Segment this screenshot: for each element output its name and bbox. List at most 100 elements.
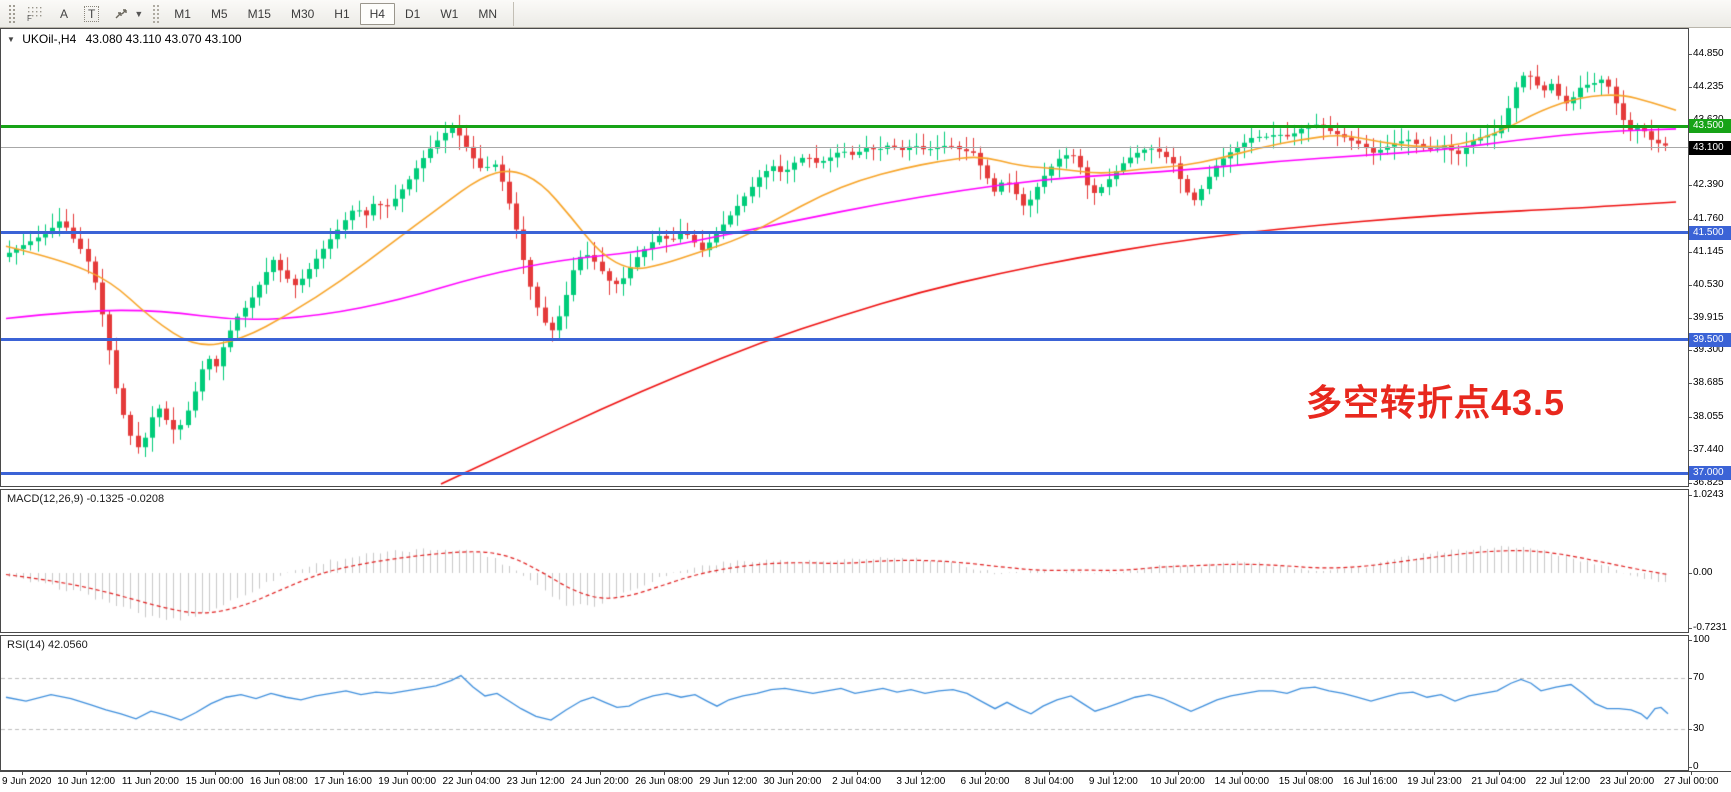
toolbar: F A T ▼ M1 M5 M15 M30 H1 H4 D1 W1 MN: [0, 0, 1731, 28]
price-tick-42.390: 42.390: [1689, 179, 1731, 191]
rsi-tick-30: 30: [1689, 723, 1731, 735]
time-axis[interactable]: 9 Jun 2020 10 Jun 12:00 11 Jun 20:00 15 Jun…: [0, 771, 1731, 792]
chart-text-annotation[interactable]: 多空转折点43.5: [1306, 382, 1566, 423]
time-tick: [857, 772, 858, 775]
price-tick-44.235: 44.235: [1689, 81, 1731, 93]
text-box-tool-button[interactable]: T: [78, 3, 105, 25]
time-label-6: 19 Jun 00:00: [378, 776, 437, 787]
hline-37.000[interactable]: [1, 471, 1688, 475]
dropdown-caret-icon[interactable]: ▼: [134, 8, 144, 19]
time-tick: [407, 772, 408, 775]
price-label-37.000: 37.000: [1689, 466, 1731, 481]
time-label-12: 30 Jun 20:00: [763, 776, 822, 787]
time-label-25: 23 Jul 20:00: [1599, 776, 1655, 787]
time-tick: [471, 772, 472, 775]
time-label-23: 21 Jul 04:00: [1471, 776, 1526, 787]
timeframe-button-h1[interactable]: H1: [324, 3, 359, 25]
time-tick: [215, 772, 216, 775]
time-tick: [1242, 772, 1243, 775]
time-tick: [985, 772, 986, 775]
price-tick-38.055: 38.055: [1689, 411, 1731, 423]
time-label-16: 8 Jul 04:00: [1024, 776, 1074, 787]
time-label-14: 3 Jul 12:00: [896, 776, 946, 787]
hline-39.500[interactable]: [1, 338, 1688, 342]
time-label-21: 16 Jul 16:00: [1342, 776, 1398, 787]
rsi-canvas[interactable]: [1, 636, 1688, 770]
time-tick: [921, 772, 922, 775]
time-label-18: 10 Jul 20:00: [1150, 776, 1205, 787]
time-tick: [1113, 772, 1114, 775]
macd-label: MACD(12,26,9) -0.1325 -0.0208: [7, 493, 165, 505]
price-axis[interactable]: 44.85044.23543.62043.00542.39041.76041.1…: [1689, 28, 1731, 489]
toolbar-divider: [513, 1, 514, 26]
svg-text:F: F: [27, 14, 32, 22]
macd-tick-1.0243: 1.0243: [1689, 489, 1731, 501]
timeframe-button-d1[interactable]: D1: [395, 3, 430, 25]
time-tick: [1178, 772, 1179, 775]
timeframe-button-m30[interactable]: M30: [281, 3, 324, 25]
time-tick: [664, 772, 665, 775]
price-tick-39.300: 39.300: [1689, 344, 1731, 356]
hline-43.500[interactable]: [1, 124, 1688, 128]
main-chart-canvas[interactable]: [1, 29, 1688, 486]
time-tick: [343, 772, 344, 775]
time-label-2: 11 Jun 20:00: [121, 776, 179, 787]
rsi-tick-70: 70: [1689, 672, 1731, 684]
timeframe-button-group: M1 M5 M15 M30 H1 H4 D1 W1 MN: [164, 2, 507, 25]
time-label-7: 22 Jun 04:00: [442, 776, 501, 787]
arrange-arrows-button[interactable]: [107, 3, 135, 25]
chart-title: ▼ UKOil-,H4 43.080 43.110 43.070 43.100: [7, 32, 242, 46]
time-label-13: 2 Jul 04:00: [832, 776, 882, 787]
timeframe-button-mn[interactable]: MN: [468, 3, 507, 25]
time-tick: [600, 772, 601, 775]
time-tick: [1499, 772, 1500, 775]
toolbar-grip[interactable]: [8, 3, 15, 24]
time-label-24: 22 Jul 12:00: [1535, 776, 1591, 787]
timeframe-button-h4[interactable]: H4: [359, 2, 395, 25]
macd-canvas[interactable]: [1, 490, 1688, 632]
time-tick: [792, 772, 793, 775]
time-label-26: 27 Jul 00:00: [1663, 776, 1719, 787]
time-tick: [1434, 772, 1435, 775]
text-label-tool-button[interactable]: A: [52, 3, 76, 25]
text-box-tool-label: T: [84, 5, 100, 22]
rsi-tick-100: 100: [1689, 634, 1731, 646]
time-tick: [536, 772, 537, 775]
time-tick: [86, 772, 87, 775]
hline-43.100[interactable]: [1, 147, 1688, 149]
grid-f-icon: F: [27, 6, 42, 22]
time-label-3: 15 Jun 00:00: [185, 776, 244, 787]
time-label-1: 10 Jun 12:00: [57, 776, 116, 787]
time-label-10: 26 Jun 08:00: [635, 776, 693, 787]
macd-axis[interactable]: 1.0243 0.00 -0.7231: [1689, 489, 1731, 633]
time-tick: [279, 772, 280, 775]
time-label-9: 24 Jun 20:00: [570, 776, 629, 787]
timeframe-button-w1[interactable]: W1: [430, 3, 468, 25]
snap-grid-icon[interactable]: F: [20, 3, 50, 25]
price-tick-38.685: 38.685: [1689, 377, 1731, 389]
chart-menu-triangle-icon[interactable]: ▼: [7, 35, 15, 44]
time-tick: [728, 772, 729, 775]
timeframe-button-m15[interactable]: M15: [238, 3, 281, 25]
rsi-panel: [0, 635, 1689, 771]
macd-tick--0.7231: -0.7231: [1689, 622, 1731, 634]
time-tick: [150, 772, 151, 775]
time-tick: [1306, 772, 1307, 775]
cascade-arrows-icon: [115, 8, 128, 18]
price-tick-41.145: 41.145: [1689, 246, 1731, 258]
price-tick-37.440: 37.440: [1689, 444, 1731, 456]
hline-41.500[interactable]: [1, 231, 1688, 235]
price-label-43.500: 43.500: [1689, 119, 1731, 134]
price-label-39.500: 39.500: [1689, 332, 1731, 347]
timeframe-button-m1[interactable]: M1: [164, 3, 201, 25]
time-label-11: 29 Jun 12:00: [699, 776, 758, 787]
macd-panel: [0, 489, 1689, 633]
time-tick: [22, 772, 23, 775]
price-label-41.500: 41.500: [1689, 225, 1731, 240]
price-tick-36.825: 36.825: [1689, 477, 1731, 489]
timeframe-button-m5[interactable]: M5: [201, 3, 238, 25]
time-label-15: 6 Jul 20:00: [960, 776, 1010, 787]
rsi-axis[interactable]: 100 70 30 0: [1689, 634, 1731, 772]
time-tick: [1049, 772, 1050, 775]
